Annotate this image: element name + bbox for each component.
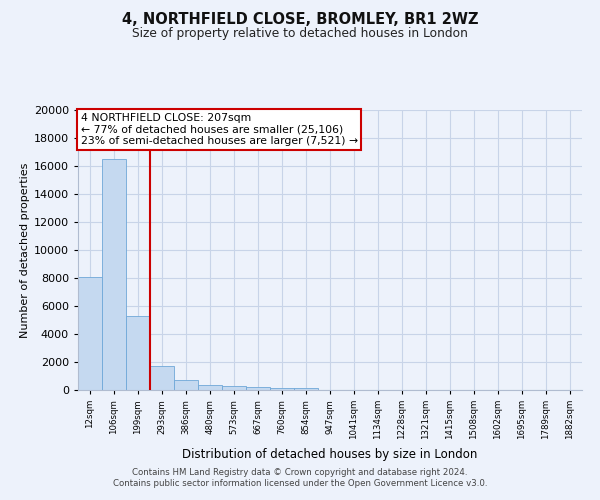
Y-axis label: Number of detached properties: Number of detached properties bbox=[20, 162, 29, 338]
Bar bbox=[294, 388, 318, 390]
Bar bbox=[78, 276, 102, 390]
Text: Size of property relative to detached houses in London: Size of property relative to detached ho… bbox=[132, 28, 468, 40]
Bar bbox=[126, 316, 150, 390]
Text: 4, NORTHFIELD CLOSE, BROMLEY, BR1 2WZ: 4, NORTHFIELD CLOSE, BROMLEY, BR1 2WZ bbox=[122, 12, 478, 28]
Text: 4 NORTHFIELD CLOSE: 207sqm
← 77% of detached houses are smaller (25,106)
23% of : 4 NORTHFIELD CLOSE: 207sqm ← 77% of deta… bbox=[80, 113, 358, 146]
X-axis label: Distribution of detached houses by size in London: Distribution of detached houses by size … bbox=[182, 448, 478, 460]
Text: Contains HM Land Registry data © Crown copyright and database right 2024.
Contai: Contains HM Land Registry data © Crown c… bbox=[113, 468, 487, 487]
Bar bbox=[270, 388, 294, 390]
Bar bbox=[150, 366, 174, 390]
Bar bbox=[198, 385, 222, 390]
Bar bbox=[174, 380, 198, 390]
Bar bbox=[222, 386, 246, 390]
Bar bbox=[246, 387, 270, 390]
Bar bbox=[102, 159, 126, 390]
